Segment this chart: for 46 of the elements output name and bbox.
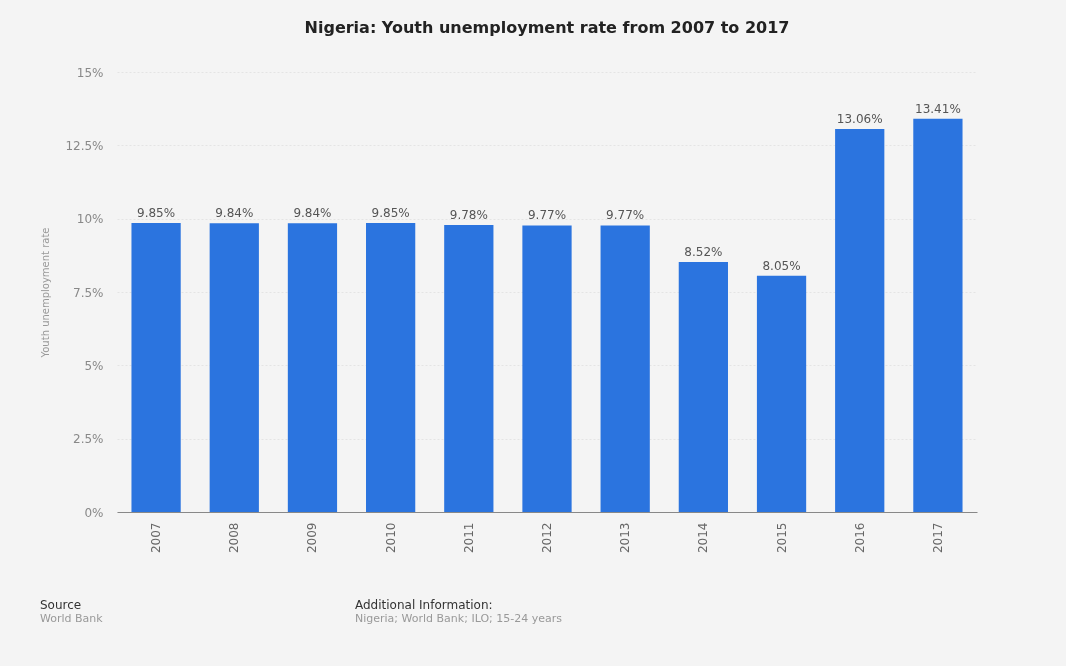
bar (678, 262, 728, 512)
text: World Bank (40, 612, 103, 625)
y-tick-label: 10% (76, 212, 104, 227)
x-tick-label: 2014 (696, 522, 711, 554)
data-label: 9.85% (371, 206, 410, 221)
y-tick-label: 2.5% (73, 432, 104, 447)
bar (287, 223, 338, 512)
bar (209, 223, 259, 512)
bar (756, 275, 807, 512)
y-tick-label: 7.5% (73, 285, 104, 300)
y-tick-label: 12.5% (65, 138, 104, 153)
x-tick-label: 2016 (852, 522, 867, 554)
x-tick-label: 2010 (383, 522, 398, 554)
bar (600, 225, 650, 512)
x-tick-label: 2017 (930, 522, 945, 554)
text: Source (40, 598, 83, 612)
bar (913, 118, 963, 512)
y-tick-label: 5% (84, 358, 104, 373)
text: Nigeria; World Bank; ILO; 15-24 years (355, 612, 562, 625)
data-label: 9.84% (215, 206, 254, 221)
bar (131, 223, 181, 512)
data-label: 13.06% (836, 111, 883, 126)
bar (522, 225, 572, 512)
data-label: 9.77% (527, 208, 567, 223)
x-tick-label: 2015 (774, 522, 789, 554)
data-label: 9.85% (137, 206, 176, 221)
data-label: 8.52% (684, 245, 723, 260)
y-axis-title: Youth unemployment rate (40, 227, 52, 359)
x-tick-label: 2012 (540, 522, 554, 554)
data-label: 9.78% (449, 208, 488, 223)
x-tick-label: 2007 (149, 522, 164, 554)
data-label: 13.41% (915, 101, 961, 116)
bar (366, 223, 416, 512)
y-tick-label: 0% (84, 505, 104, 520)
data-label: 8.05% (762, 258, 801, 273)
x-tick-label: 2008 (227, 522, 242, 554)
bar (835, 128, 885, 512)
x-tick-label: 2009 (305, 522, 320, 554)
x-tick-label: 2011 (461, 522, 476, 554)
text: Additional Information: (355, 598, 494, 612)
bar (444, 225, 494, 512)
data-label: 9.77% (606, 208, 645, 223)
y-tick-label: 15% (76, 65, 104, 80)
chart-title: Nigeria: Youth unemployment rate from 2007 to 2017 (304, 18, 790, 37)
x-tick-label: 2013 (618, 522, 633, 554)
data-label: 9.84% (293, 206, 332, 221)
